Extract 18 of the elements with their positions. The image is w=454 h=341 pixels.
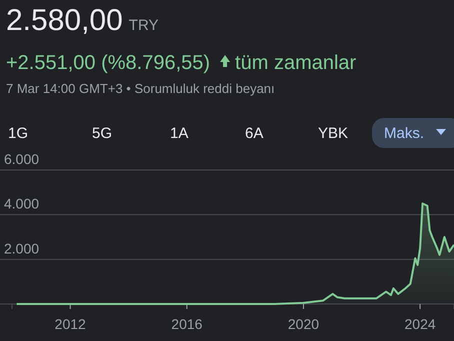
text: 1G [8,125,28,142]
y-tick-label: 6.000 [4,151,40,167]
text: TRY [128,17,159,34]
text: 7 Mar 14:00 GMT+3 • Sorumluluk reddi beyanı [6,81,275,96]
x-tick-label: 2012 [54,316,86,332]
text: Maks. [384,125,424,142]
x-tick-label: 2020 [288,316,320,332]
chart-title: 2.580,00 [6,4,123,37]
text: tüm zamanlar [235,52,357,74]
text: 6A [245,125,264,142]
text: 1A [170,125,188,142]
x-tick-label: 2016 [171,316,203,332]
y-tick-label: 4.000 [4,196,40,212]
y-tick-label: 2.000 [4,240,40,256]
x-tick-label: 2024 [404,316,436,332]
text: YBK [318,125,348,142]
text: 5G [92,125,112,142]
chart-subtitle: +2.551,00 (%8.796,55) [6,52,210,74]
